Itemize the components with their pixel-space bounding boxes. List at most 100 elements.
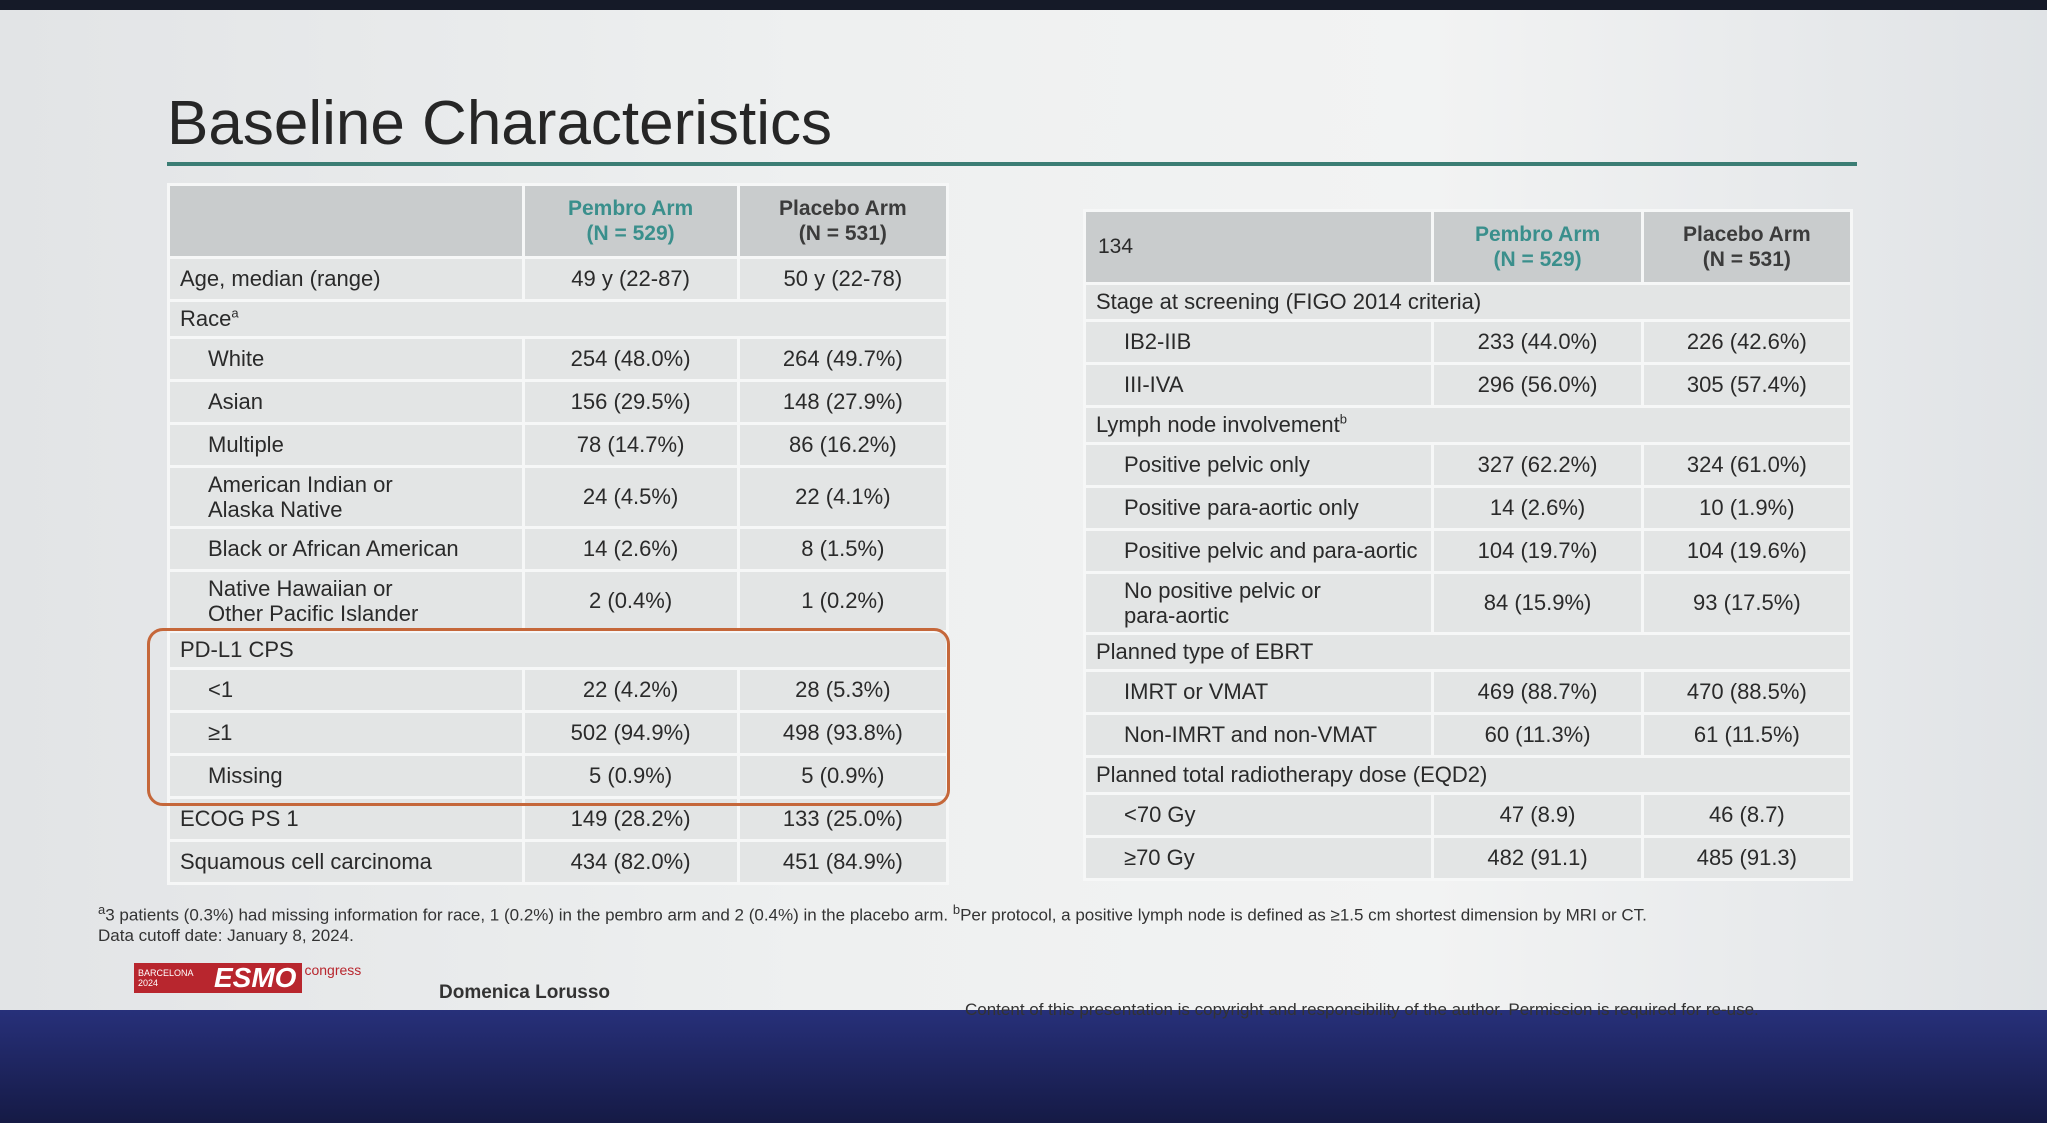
header-row: Pembro Arm (N = 529) Placebo Arm (N = 531) (167, 183, 950, 259)
value-cell: 327 (62.2%) (1431, 442, 1644, 488)
presenter: Domenica Lorusso (439, 982, 611, 1003)
row: PD-L1 CPS (167, 630, 949, 670)
header-row: 134 Pembro Arm (N = 529) Placebo Arm (N = 53… (1082, 209, 1854, 285)
value-cell: 502 (94.9%) (521, 710, 740, 756)
sub-row: <1 22 (4.2%) 28 (5.3%) (167, 667, 950, 713)
value-cell: 8 (1.5%) (736, 526, 950, 572)
value-cell: 133 (25.0%) (736, 796, 950, 842)
column-name: Pembro Arm (1474, 222, 1601, 246)
group-label: Planned total radiotherapy dose (EQD2) (1083, 755, 1853, 795)
sub-row: White 254 (48.0%) 264 (49.7%) (167, 336, 950, 382)
value-cell: 156 (29.5%) (521, 379, 740, 425)
value-cell: 50 y (22-78) (736, 256, 950, 302)
column-n: (N = 531) (798, 222, 887, 245)
footnote-mark: b (952, 902, 961, 917)
row: Lymph node involvementb (1083, 405, 1853, 445)
value-cell: 14 (2.6%) (521, 526, 740, 572)
footnote-line: a3 patients (0.3%) had missing informati… (98, 902, 1898, 926)
value-cell: 233 (44.0%) (1431, 319, 1644, 365)
sub-row: Positive para-aortic only 14 (2.6%) 10 (1.… (1082, 485, 1854, 531)
sub-row: Asian 156 (29.5%) 148 (27.9%) (167, 379, 950, 425)
value-cell: 2 (0.4%) (521, 569, 740, 633)
column-n: (N = 531) (1702, 248, 1791, 271)
footnote-mark: b (1339, 412, 1348, 428)
row-label: Positive pelvic and para-aortic (1082, 528, 1435, 574)
value-cell: 434 (82.0%) (521, 839, 740, 885)
logo-name: ESMO (208, 963, 303, 993)
group-text: Race (180, 306, 232, 332)
value-cell: 46 (8.7) (1640, 792, 1854, 838)
row-text: ECOG PS 1 (180, 806, 299, 832)
value-cell: 470 (88.5%) (1640, 669, 1854, 715)
value-cell: 305 (57.4%) (1640, 362, 1854, 408)
row-label: Asian (167, 379, 525, 425)
row: Planned total radiotherapy dose (EQD2) (1083, 755, 1853, 795)
value-cell: 264 (49.7%) (736, 336, 950, 382)
value-cell: 104 (19.6%) (1640, 528, 1854, 574)
value-cell: 24 (4.5%) (521, 465, 740, 529)
footnote-mark: a (231, 306, 239, 322)
sub-row: IB2-IIB 233 (44.0%) 226 (42.6%) (1082, 319, 1854, 365)
sub-row: ≥70 Gy 482 (91.1) 485 (91.3) (1082, 835, 1854, 881)
value-cell: 482 (91.1) (1431, 835, 1644, 881)
slide-title: Baseline Characteristics (167, 89, 833, 158)
row-label: No positive pelvic or para-aortic (1082, 571, 1435, 635)
sub-row: III-IVA 296 (56.0%) 305 (57.4%) (1082, 362, 1854, 408)
column-name: Placebo Arm (779, 196, 907, 220)
value-cell: 28 (5.3%) (736, 667, 950, 713)
value-cell: 84 (15.9%) (1431, 571, 1644, 635)
value-cell: 226 (42.6%) (1640, 319, 1854, 365)
value-cell: 93 (17.5%) (1640, 571, 1854, 635)
value-cell: 22 (4.2%) (521, 667, 740, 713)
group-label: Lymph node involvementb (1083, 405, 1853, 445)
left-table: Pembro Arm (N = 529) Placebo Arm (N = 531) A… (167, 183, 950, 885)
copyright: Content of this presentation is copyrigh… (965, 1000, 1759, 1019)
row-label: Positive para-aortic only (1082, 485, 1435, 531)
row-label: IMRT or VMAT (1082, 669, 1435, 715)
column-n: (N = 529) (1493, 248, 1582, 271)
column-header: Placebo Arm (N = 531) (1640, 209, 1854, 285)
row-label: Multiple (167, 422, 525, 468)
column-name: Placebo Arm (1683, 222, 1811, 246)
title-rule (167, 162, 1857, 166)
row-label: ECOG PS 1 (167, 796, 525, 842)
group-text: Lymph node involvement (1096, 412, 1340, 438)
column-header: Pembro Arm (N = 529) (1431, 209, 1644, 285)
footnotes: a3 patients (0.3%) had missing informati… (98, 902, 1898, 946)
sub-row: IMRT or VMAT 469 (88.7%) 470 (88.5%) (1082, 669, 1854, 715)
row-label: Black or African American (167, 526, 525, 572)
value-cell: 485 (91.3) (1640, 835, 1854, 881)
value-cell: 324 (61.0%) (1640, 442, 1854, 488)
row-label: American Indian or Alaska Native (167, 465, 525, 529)
footnote-text: 3 patients (0.3%) had missing informatio… (105, 905, 949, 925)
row: Racea (167, 299, 949, 339)
row-label: III-IVA (1082, 362, 1435, 408)
group-label: Stage at screening (FIGO 2014 criteria) (1083, 282, 1853, 322)
sub-row: American Indian or Alaska Native 24 (4.5%… (167, 465, 950, 529)
value-cell: 254 (48.0%) (521, 336, 740, 382)
row: Squamous cell carcinoma 434 (82.0%) 451 (8… (167, 839, 950, 885)
value-cell: 47 (8.9) (1431, 792, 1644, 838)
logo-word: congress (304, 962, 362, 978)
cutoff-date: Data cutoff date: January 8, 2024. (98, 926, 354, 946)
value-cell: 14 (2.6%) (1431, 485, 1644, 531)
sub-row: No positive pelvic or para-aortic 84 (15.… (1082, 571, 1854, 635)
row-label: Native Hawaiian or Other Pacific Islande… (167, 569, 525, 633)
row-label: <70 Gy (1082, 792, 1435, 838)
logo-city: BARCELONA 2024 (134, 963, 208, 993)
row-label: ≥70 Gy (1082, 835, 1435, 881)
value-cell: 1 (0.2%) (736, 569, 950, 633)
column-header: Pembro Arm (N = 529) (521, 183, 740, 259)
sub-row: ≥1 502 (94.9%) 498 (93.8%) (167, 710, 950, 756)
column-n: (N = 529) (586, 222, 675, 245)
group-text: PD-L1 CPS (180, 637, 294, 663)
group-label: Planned type of EBRT (1083, 632, 1853, 672)
group-text: Planned total radiotherapy dose (EQD2) (1096, 762, 1488, 788)
row: ECOG PS 1 149 (28.2%) 133 (25.0%) (167, 796, 950, 842)
sub-row: Black or African American 14 (2.6%) 8 (1.5… (167, 526, 950, 572)
value-cell: 148 (27.9%) (736, 379, 950, 425)
value-cell: 451 (84.9%) (736, 839, 950, 885)
value-cell: 5 (0.9%) (736, 753, 950, 799)
stage-floor (0, 1010, 2047, 1123)
